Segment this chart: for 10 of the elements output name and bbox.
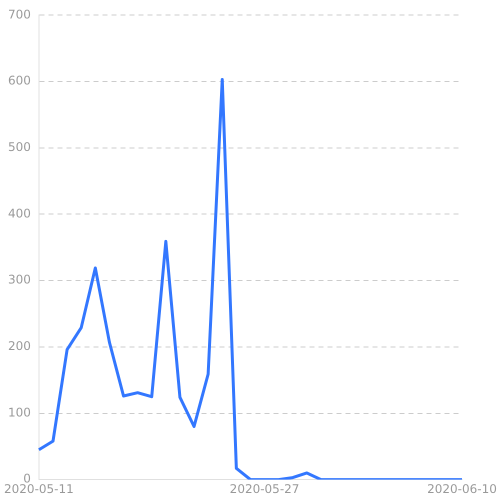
y-tick-label: 100 bbox=[8, 405, 31, 420]
y-tick-label: 600 bbox=[8, 74, 31, 88]
x-tick-label: 2020-05-11 bbox=[4, 482, 74, 496]
y-tick-label: 400 bbox=[8, 206, 31, 220]
x-tick-label: 2020-06-10 bbox=[427, 482, 497, 496]
y-tick-label: 300 bbox=[8, 272, 31, 287]
x-tick-label: 2020-05-27 bbox=[230, 482, 300, 496]
y-tick-label: 200 bbox=[8, 339, 31, 354]
y-tick-label: 700 bbox=[8, 7, 31, 22]
y-tick-label: 500 bbox=[8, 140, 31, 154]
